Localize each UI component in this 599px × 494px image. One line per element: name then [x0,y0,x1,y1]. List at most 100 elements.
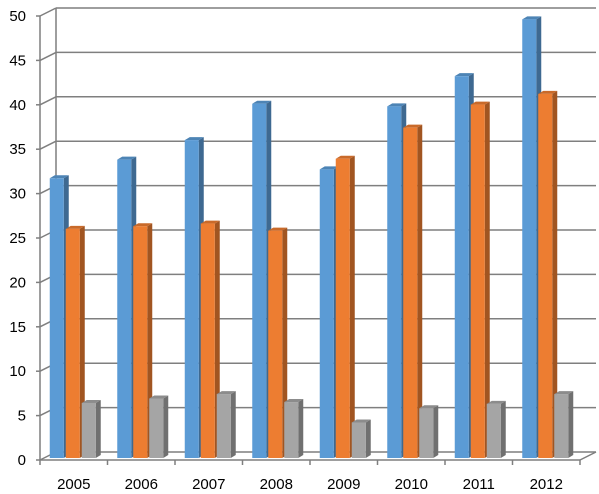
bar [554,391,574,458]
y-tick-label: 50 [9,8,26,25]
bar-side [298,399,304,458]
bar [149,395,169,458]
bar-front [522,19,537,458]
bar-front [319,169,334,458]
bar-front [554,394,569,458]
bar-front [284,402,299,458]
bar [284,399,304,458]
gridline-side [39,96,57,106]
bar [351,419,371,458]
y-tick-label: 20 [9,274,26,291]
bar [65,225,85,458]
bar [81,399,101,458]
bar-front [81,402,96,458]
bar-top [149,395,169,399]
bar-top [268,227,288,231]
bar-top [252,100,272,104]
bar-front [268,230,283,458]
bars [49,16,574,459]
bar-top [387,103,407,107]
bar-front [454,76,469,458]
bar-top [554,391,574,395]
bar-top [470,101,490,105]
bar-side [484,101,490,459]
bar-side [282,227,288,458]
bar-front [149,398,164,458]
y-tick-label: 45 [9,52,26,69]
bar-front [49,178,64,458]
bar-side [500,400,506,458]
bar-front [351,422,366,458]
bar-top [486,400,506,404]
bar [486,400,506,458]
bar [335,155,355,458]
bar-side [568,391,574,458]
bar-top [216,391,236,395]
bar-front [117,159,132,458]
floor-side-edge [579,451,597,461]
bar-top [403,124,423,128]
bar-side [417,124,423,458]
y-tick-label: 10 [9,363,26,380]
bar-top [49,175,69,179]
bar-side [552,90,558,459]
x-tick-label: 2008 [260,476,293,493]
bar-front [387,106,402,459]
y-tick-label: 30 [9,186,26,203]
bar [216,391,236,458]
bar-top [284,399,304,403]
x-tick-label: 2010 [395,476,428,493]
bar-front [538,93,553,459]
bar-side [433,405,439,458]
bar-side [163,395,169,458]
y-tick-labels: 0 5 10 15 20 25 30 35 40 45 50 [9,8,26,469]
bar-top [351,419,371,423]
bar-front [403,127,418,458]
y-tick-label: 5 [18,408,26,425]
y-tick-label: 40 [9,97,26,114]
bar-top [65,225,85,229]
bar [200,220,220,458]
bar-top [200,220,220,224]
bar [419,405,439,458]
bar-top [522,16,542,20]
x-tick-label: 2009 [327,476,360,493]
bar-top [335,155,355,159]
y-tick-label: 15 [9,319,26,336]
bar-front [252,103,267,459]
bar-side [349,155,355,458]
bar-front [486,403,501,458]
x-tick-label: 2007 [192,476,225,493]
axes [36,15,597,465]
bar-front [470,104,485,459]
bar-front [65,228,80,458]
bar-top [184,137,204,141]
bar-top [454,73,474,77]
bar [403,124,423,458]
x-tick-label: 2005 [57,476,90,493]
bar-side [79,225,85,458]
bar [470,101,490,459]
x-tick-labels: 2005 2006 2007 2008 2009 2010 2011 2012 [57,476,563,493]
bar-top [538,90,558,94]
bar-side [230,391,236,458]
bar-top [117,156,137,160]
bar-side [365,419,371,458]
gridline-side [39,140,57,150]
bar-front [335,158,350,458]
gridline-side [39,51,57,62]
bar-front [419,408,434,458]
y-tick-label: 35 [9,141,26,158]
y-tick-label: 25 [9,230,26,247]
bar-front [200,223,215,458]
x-tick-label: 2006 [125,476,158,493]
y-tick-label: 0 [18,452,26,469]
bar-top [419,405,439,409]
bar [268,227,288,458]
bar-top [133,223,153,227]
bar [538,90,558,459]
gridline-side [39,7,57,17]
x-tick-label: 2011 [463,476,495,493]
bar-front [184,140,199,458]
